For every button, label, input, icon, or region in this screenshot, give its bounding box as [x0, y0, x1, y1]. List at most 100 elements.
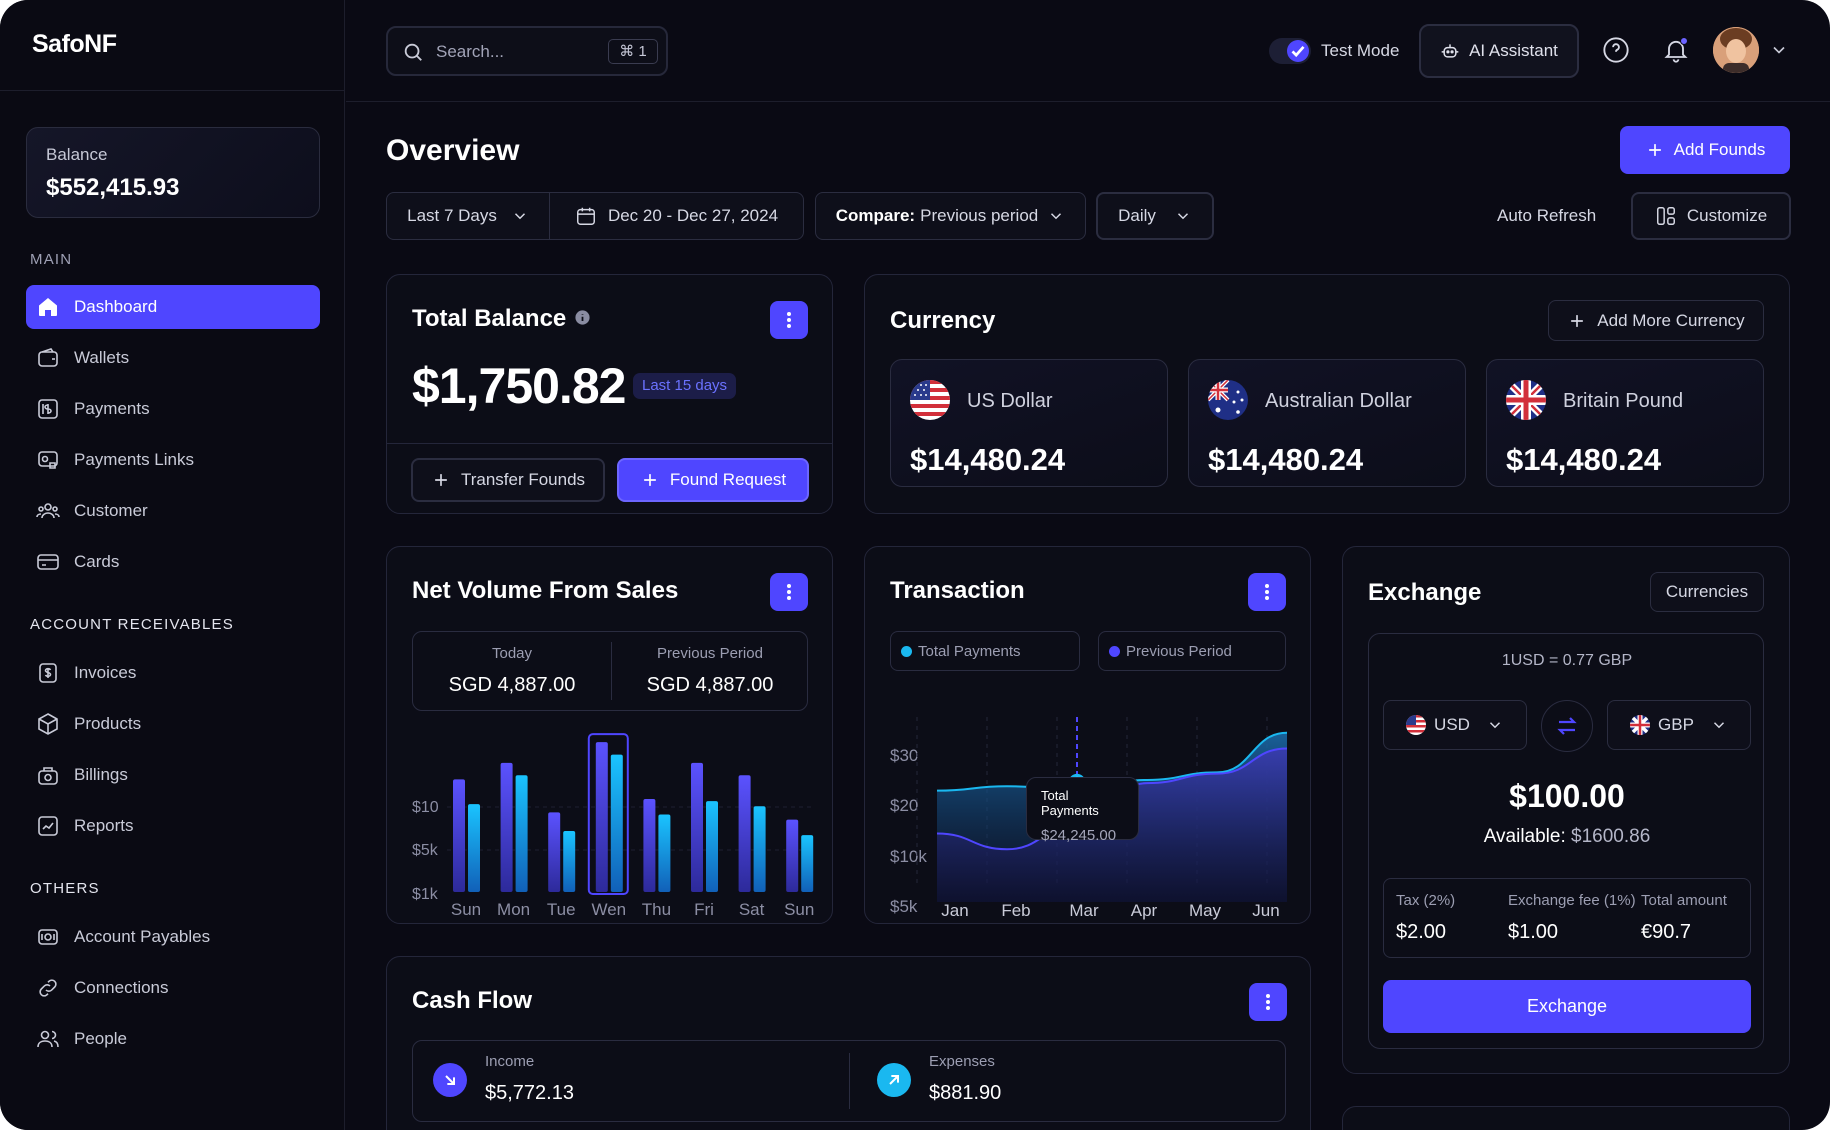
sidebar-item-label: Wallets	[74, 348, 130, 367]
sidebar-item-label: Dashboard	[74, 297, 158, 316]
test-mode-label: Test Mode	[1321, 41, 1400, 60]
info-icon[interactable]	[574, 309, 591, 326]
search-shortcut-badge: ⌘ 1	[608, 39, 658, 64]
exchange-rate: 1USD = 0.77 GBP	[1501, 652, 1633, 669]
sidebar-item-dashboard[interactable]: Dashboard	[26, 285, 320, 329]
total-balance-menu-button[interactable]	[770, 301, 808, 339]
help-icon[interactable]	[1602, 36, 1630, 64]
transfer-funds-label: Transfer Founds	[460, 470, 586, 489]
customize-label: Customize	[1686, 206, 1768, 225]
legend-dot-purple	[1109, 645, 1120, 657]
section-others-title: OTHERS	[30, 880, 100, 897]
add-funds-button[interactable]: Add Founds	[1620, 126, 1790, 174]
currency-box-aud[interactable]: Australian Dollar $14,480.24	[1188, 359, 1466, 487]
sidebar-item-connections[interactable]: Connections	[26, 966, 320, 1010]
legend-label: Previous Period	[1126, 642, 1232, 660]
to-currency-select[interactable]: GBP	[1607, 700, 1751, 750]
net-volume-menu-button[interactable]	[770, 573, 808, 611]
previous-period-value: SGD 4,887.00	[646, 674, 774, 696]
search-box[interactable]: Search... ⌘ 1	[386, 26, 668, 76]
avatar[interactable]	[1713, 27, 1759, 73]
currencies-button[interactable]: Currencies	[1650, 572, 1764, 612]
sidebar-item-payment-links[interactable]: Payments Links	[26, 438, 320, 482]
auto-refresh-link[interactable]: Auto Refresh	[1497, 206, 1597, 225]
cash-flow-title: Cash Flow	[412, 987, 533, 1014]
date-range-picker[interactable]: Dec 20 - Dec 27, 2024	[549, 192, 804, 240]
expenses-indicator	[877, 1063, 911, 1097]
sidebar-item-label: Connections	[74, 978, 169, 997]
sidebar-item-account-payables[interactable]: Account Payables	[26, 915, 320, 959]
range-dropdown[interactable]: Last 7 Days	[386, 192, 550, 240]
payment-icon	[38, 399, 58, 419]
currency-amount: $14,480.24	[1208, 442, 1364, 477]
sidebar-item-people[interactable]: People	[26, 1017, 320, 1061]
interval-label: Daily	[1118, 206, 1156, 225]
add-more-currency-button[interactable]: Add More Currency	[1548, 300, 1764, 341]
chevron-down-icon	[1713, 722, 1724, 729]
sidebar-item-cards[interactable]: Cards	[26, 540, 320, 584]
report-icon	[38, 816, 58, 836]
chevron-down-icon[interactable]	[1769, 40, 1789, 60]
legend-total-payments[interactable]: Total Payments	[890, 631, 1080, 671]
transaction-card: Transaction Total Payments Previous Peri…	[864, 546, 1311, 924]
us-flag-icon	[1406, 715, 1427, 735]
to-currency-code: GBP	[1658, 715, 1694, 734]
notification-button[interactable]	[1662, 36, 1690, 64]
sidebar-item-customer[interactable]: Customer	[26, 489, 320, 533]
search-input[interactable]: Search...	[436, 42, 505, 61]
sidebar-balance-card: Balance $552,415.93	[26, 127, 320, 218]
bar-series-2	[753, 806, 766, 892]
bar-series-2	[515, 775, 528, 892]
plus-icon	[1648, 144, 1661, 156]
ai-assistant-button[interactable]: AI Assistant	[1419, 24, 1579, 78]
plus-icon	[644, 474, 656, 486]
transaction-menu-button[interactable]	[1248, 573, 1286, 611]
today-value: SGD 4,887.00	[448, 674, 576, 696]
kebab-icon	[787, 312, 791, 328]
from-currency-select[interactable]: USD	[1383, 700, 1527, 750]
exchange-button[interactable]: Exchange	[1383, 980, 1751, 1033]
x-tick-label: Wen	[591, 900, 626, 919]
invoice-icon	[39, 663, 57, 683]
bar-series-2	[468, 804, 480, 892]
bar-series-1	[691, 762, 703, 892]
compare-dropdown[interactable]: Compare: Previous period	[815, 192, 1086, 240]
transfer-funds-button[interactable]: Transfer Founds	[411, 458, 605, 502]
previous-period-label: Previous Period	[657, 645, 763, 662]
sidebar-item-products[interactable]: Products	[26, 702, 320, 746]
fund-request-button[interactable]: Found Request	[617, 458, 809, 502]
fee-label: Exchange fee (1%)	[1508, 892, 1636, 909]
billing-icon	[38, 767, 58, 785]
swap-currency-button[interactable]	[1541, 700, 1593, 752]
cash-flow-card: Cash Flow Income $5,772.13 Expenses $881…	[386, 956, 1311, 1130]
customize-button[interactable]: Customize	[1631, 192, 1791, 240]
x-tick-label: Tue	[547, 900, 576, 919]
chevron-down-icon	[1051, 213, 1062, 220]
swap-icon	[1557, 717, 1577, 735]
sidebar-item-wallets[interactable]: Wallets	[26, 336, 320, 380]
y-tick-label: $20	[890, 796, 918, 815]
ai-assistant-label: AI Assistant	[1469, 41, 1558, 60]
total-label: Total amount	[1641, 892, 1727, 909]
top-bar: Search... ⌘ 1 Test Mode AI Assistant	[346, 0, 1830, 102]
x-tick-label: Sat	[739, 900, 765, 919]
sidebar-item-billings[interactable]: Billings	[26, 753, 320, 797]
currency-box-usd[interactable]: US Dollar $14,480.24	[890, 359, 1168, 487]
compare-label: Compare:	[835, 206, 916, 225]
sidebar-item-payments[interactable]: Payments	[26, 387, 320, 431]
wallet-icon	[38, 348, 58, 367]
net-volume-card: Net Volume From Sales Today SGD 4,887.00…	[386, 546, 833, 924]
y-tick-label: $1k	[412, 886, 439, 903]
balance-value: $552,415.93	[46, 174, 180, 201]
x-tick-label: Mon	[497, 900, 530, 919]
sidebar-item-reports[interactable]: Reports	[26, 804, 320, 848]
chevron-down-icon	[1177, 213, 1188, 220]
currency-box-gbp[interactable]: Britain Pound $14,480.24	[1486, 359, 1764, 487]
check-icon	[1291, 45, 1305, 58]
tooltip-label: Total Payments	[1041, 788, 1099, 818]
cash-flow-menu-button[interactable]	[1249, 983, 1287, 1021]
interval-dropdown[interactable]: Daily	[1096, 192, 1214, 240]
sidebar-item-invoices[interactable]: Invoices	[26, 651, 320, 695]
legend-previous-period[interactable]: Previous Period	[1098, 631, 1286, 671]
test-mode-toggle[interactable]	[1269, 38, 1311, 64]
